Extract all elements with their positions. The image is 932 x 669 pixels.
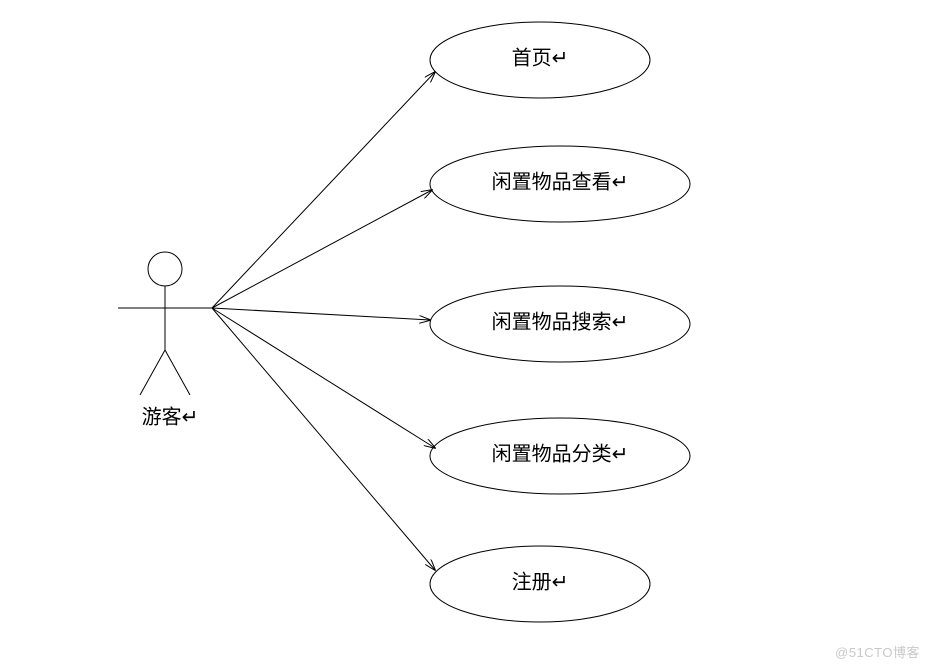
use-case-diagram: 游客↵ 首页↵ 闲置物品查看↵ 闲置物品搜索↵ 闲置物品分类↵ 注册↵ (0, 0, 932, 669)
use-case-group: 首页↵ 闲置物品查看↵ 闲置物品搜索↵ 闲置物品分类↵ 注册↵ (430, 22, 690, 622)
use-case-register: 注册↵ (430, 546, 650, 622)
actor-head (148, 252, 182, 286)
association-line (212, 190, 432, 308)
association-line (212, 308, 435, 448)
actor-leg-right (165, 350, 190, 395)
use-case-view-items: 闲置物品查看↵ (430, 146, 690, 222)
association-line (212, 308, 435, 570)
use-case-label: 首页↵ (512, 47, 569, 70)
association-line (212, 72, 435, 308)
use-case-label: 注册↵ (512, 571, 569, 594)
use-case-search-items: 闲置物品搜索↵ (430, 286, 690, 362)
use-case-label: 闲置物品搜索↵ (492, 311, 629, 334)
use-case-label: 闲置物品查看↵ (492, 171, 629, 194)
actor-guest: 游客↵ (118, 252, 212, 429)
actor-leg-left (140, 350, 165, 395)
actor-label: 游客↵ (142, 406, 199, 429)
use-case-home: 首页↵ (430, 22, 650, 98)
use-case-label: 闲置物品分类↵ (492, 443, 629, 466)
association-group (212, 72, 435, 570)
association-line (212, 308, 430, 320)
watermark-text: @51CTO博客 (835, 642, 920, 661)
use-case-categorize: 闲置物品分类↵ (430, 418, 690, 494)
